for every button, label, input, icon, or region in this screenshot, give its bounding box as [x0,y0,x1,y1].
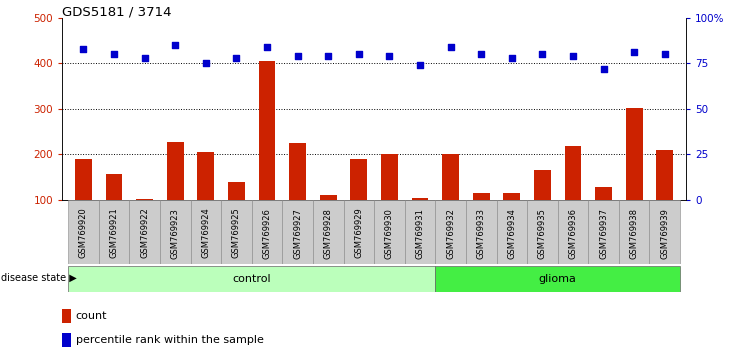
Bar [258,61,275,200]
Point [261,44,273,50]
Point [414,62,426,68]
Text: GSM769938: GSM769938 [630,208,639,259]
Point [108,51,120,57]
Text: GDS5181 / 3714: GDS5181 / 3714 [62,5,172,18]
Bar [412,198,429,200]
Bar [167,142,184,200]
Bar [228,182,245,200]
Bar [191,200,221,264]
Text: GSM769921: GSM769921 [110,208,118,258]
Text: GSM769920: GSM769920 [79,208,88,258]
Bar [129,200,160,264]
Bar [75,159,92,200]
Point [659,51,671,57]
Bar [534,170,551,200]
Bar [496,200,527,264]
Bar [564,146,581,200]
Text: GSM769925: GSM769925 [232,208,241,258]
Point [200,61,212,66]
Text: percentile rank within the sample: percentile rank within the sample [76,335,264,345]
Bar [221,200,252,264]
Text: GSM769924: GSM769924 [201,208,210,258]
Bar [68,266,435,292]
Point [383,53,395,59]
Bar [320,195,337,200]
Point [77,46,89,52]
Bar [504,193,520,200]
Text: GSM769930: GSM769930 [385,208,394,258]
Point [445,44,456,50]
Bar [527,200,558,264]
Bar [466,200,496,264]
Point [567,53,579,59]
Bar [99,200,129,264]
Bar [62,333,72,347]
Bar [435,200,466,264]
Bar [381,154,398,200]
Text: GSM769923: GSM769923 [171,208,180,258]
Bar [626,108,642,200]
Text: GSM769932: GSM769932 [446,208,455,258]
Text: GSM769936: GSM769936 [569,208,577,259]
Text: GSM769935: GSM769935 [538,208,547,258]
Text: GSM769931: GSM769931 [415,208,425,258]
Point [598,66,610,72]
Bar [106,173,123,200]
Bar [650,200,680,264]
Text: GSM769927: GSM769927 [293,208,302,258]
Point [323,53,334,59]
Bar [619,200,650,264]
Bar [344,200,374,264]
Bar [289,143,306,200]
Text: control: control [232,274,271,284]
Bar [558,200,588,264]
Bar [595,187,612,200]
Bar [252,200,283,264]
Point [292,53,304,59]
Point [475,51,487,57]
Bar [68,200,99,264]
Bar [137,199,153,200]
Text: GSM769933: GSM769933 [477,208,485,259]
Bar [197,152,215,200]
Text: GSM769928: GSM769928 [323,208,333,258]
Bar [374,200,404,264]
Point [169,42,181,48]
Point [353,51,365,57]
Text: GSM769926: GSM769926 [263,208,272,258]
Bar [656,150,673,200]
Point [506,55,518,61]
Point [231,55,242,61]
Bar [62,309,72,323]
Text: GSM769937: GSM769937 [599,208,608,259]
Point [629,50,640,55]
Bar [283,200,313,264]
Point [139,55,150,61]
Bar [350,159,367,200]
Bar [435,266,680,292]
Bar [160,200,191,264]
Bar [404,200,435,264]
Bar [313,200,344,264]
Text: glioma: glioma [539,274,577,284]
Text: GSM769922: GSM769922 [140,208,149,258]
Text: disease state ▶: disease state ▶ [1,273,77,283]
Text: GSM769934: GSM769934 [507,208,516,258]
Text: GSM769929: GSM769929 [354,208,364,258]
Bar [442,154,459,200]
Text: GSM769939: GSM769939 [660,208,669,258]
Bar [473,193,490,200]
Point [537,51,548,57]
Text: count: count [76,311,107,321]
Bar [588,200,619,264]
